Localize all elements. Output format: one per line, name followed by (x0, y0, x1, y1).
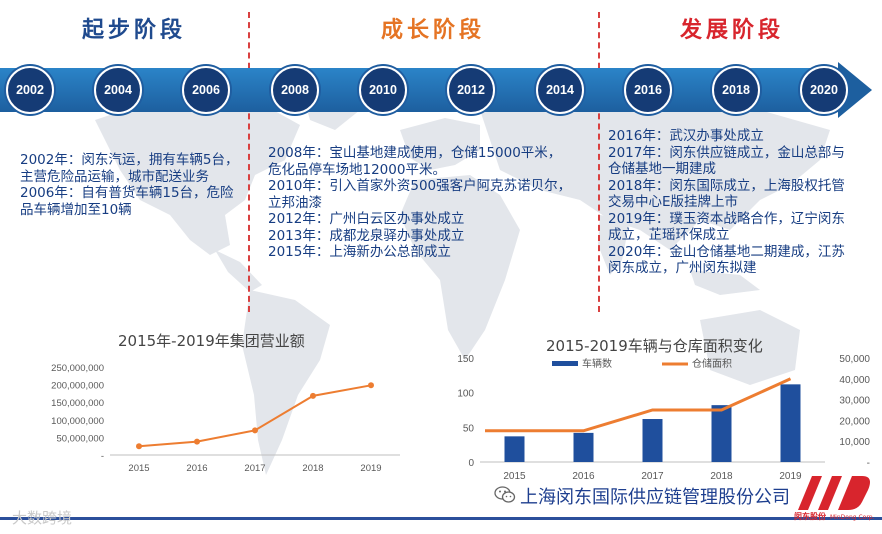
vehicle-bar (504, 436, 525, 462)
x-tick-label: 2017 (244, 463, 265, 474)
y-right-tick-label: 40,000 (839, 375, 870, 386)
milestone-line: 2008年：宝山基地建成使用，仓储15000平米， (268, 145, 562, 161)
phase-divider-2 (598, 12, 600, 312)
y-left-tick-label: 100 (457, 389, 474, 400)
timeline-year-2020: 2020 (800, 66, 848, 114)
x-tick-label: 2018 (302, 463, 323, 474)
x-tick-label: 2015 (128, 463, 149, 474)
vehicle-bar (711, 405, 732, 462)
milestone-line: 交易中心E版挂牌上市 (608, 194, 739, 210)
milestone-line: 2017年：闵东供应链成立，金山总部与 (608, 144, 845, 161)
phase-title-growth: 成长阶段 (380, 18, 485, 43)
company-name: 上海闵东国际供应链管理股份公司 (520, 487, 790, 508)
fleet-warehouse-chart-title: 2015-2019车辆与仓库面积变化 (546, 337, 763, 355)
y-tick-label: 200,000,000 (51, 381, 104, 392)
y-left-tick-label: 50 (463, 423, 475, 434)
logo-subtext: MinDong Corp. (830, 514, 875, 521)
x-tick-label: 2017 (641, 471, 664, 482)
timeline-year-2016: 2016 (624, 66, 672, 114)
x-tick-label: 2019 (779, 471, 802, 482)
timeline-year-2010: 2010 (359, 66, 407, 114)
legend-label-warehouse: 仓储面积 (692, 357, 732, 370)
x-tick-label: 2016 (572, 471, 595, 482)
x-tick-label: 2016 (186, 463, 207, 474)
milestone-line: 品车辆增加至10辆 (20, 201, 132, 218)
milestone-line: 2002年：闵东汽运，拥有车辆5台， (20, 152, 239, 168)
wechat-icon (494, 486, 516, 503)
vehicle-bar (642, 419, 663, 462)
milestone-line: 立邦油漆 (268, 194, 322, 211)
phase-development-description: 2016年：武汉办事处成立 2017年：闵东供应链成立，金山总部与 仓储基地一期… (608, 128, 845, 277)
legend-swatch-vehicles (552, 361, 578, 366)
milestone-line: 2018年：闵东国际成立，上海股权托管 (608, 177, 845, 194)
phase-divider-1 (248, 12, 250, 312)
timeline-year-2012: 2012 (447, 66, 495, 114)
x-tick-label: 2018 (710, 471, 733, 482)
timeline-year-2002: 2002 (6, 66, 54, 114)
revenue-point (368, 382, 374, 389)
vehicle-bar (780, 384, 801, 462)
y-right-tick-label: 10,000 (839, 437, 870, 448)
y-tick-label: 50,000,000 (56, 433, 104, 444)
footer-rule (0, 517, 882, 520)
milestone-line: 2012年：广州白云区办事处成立 (268, 211, 465, 227)
revenue-chart-title: 2015年-2019年集团营业额 (118, 332, 305, 350)
y-tick-label: 250,000,000 (51, 363, 104, 374)
milestone-line: 2016年：武汉办事处成立 (608, 128, 764, 144)
phase-title-development: 发展阶段 (679, 18, 784, 43)
y-tick-label: - (101, 451, 104, 462)
milestone-line: 2013年：成都龙泉驿办事处成立 (268, 227, 465, 244)
y-right-tick-label: - (867, 458, 870, 469)
y-right-tick-label: 30,000 (839, 396, 870, 407)
milestone-line: 2010年：引入首家外资500强客户阿克苏诺贝尔， (268, 178, 572, 194)
timeline-year-2006: 2006 (182, 66, 230, 114)
fleet-warehouse-combo-chart: 车辆数 仓储面积 0 50 100 150 - 10,000 20,000 30,000 40,00… (457, 354, 870, 482)
phase-startup-description: 2002年：闵东汽运，拥有车辆5台， 主营危险品运输，城市配送业务 2006年：… (20, 152, 238, 218)
milestone-line: 主营危险品运输，城市配送业务 (20, 168, 209, 185)
warehouse-area-line (485, 377, 792, 433)
x-tick-label: 2015 (503, 471, 526, 482)
y-left-tick-label: 0 (468, 458, 474, 469)
watermark-text: 大数跨境 (12, 509, 73, 527)
timeline-year-2004: 2004 (94, 66, 142, 114)
vehicle-bar (573, 432, 594, 462)
milestone-line: 危化品停车场地12000平米。 (268, 161, 446, 178)
y-tick-label: 150,000,000 (51, 398, 104, 409)
milestone-line: 2015年：上海新办公总部成立 (268, 244, 451, 260)
revenue-series-line (138, 384, 372, 448)
timeline-year-2018: 2018 (712, 66, 760, 114)
phase-title-startup: 起步阶段 (81, 18, 186, 43)
timeline-year-2008: 2008 (271, 66, 319, 114)
revenue-point (252, 427, 258, 434)
milestone-line: 2006年：自有普货车辆15台，危险 (20, 185, 234, 201)
revenue-line-chart: - 50,000,000 100,000,000 150,000,000 200,000… (51, 363, 400, 474)
mindong-logo-icon: 闵东股份 MinDong Corp. (794, 476, 875, 521)
milestone-line: 闵东成立，广州闵东拟建 (608, 260, 757, 276)
revenue-point (194, 438, 200, 445)
milestone-line: 成立，芷瑶环保成立 (608, 227, 730, 243)
timeline-year-2014: 2014 (536, 66, 584, 114)
y-tick-label: 100,000,000 (51, 416, 104, 427)
y-left-tick-label: 150 (457, 354, 474, 365)
milestone-line: 2020年：金山仓储基地二期建成，江苏 (608, 243, 845, 260)
revenue-point (310, 392, 316, 399)
x-tick-label: 2019 (360, 463, 381, 474)
legend-label-vehicles: 车辆数 (582, 357, 612, 370)
y-right-tick-label: 20,000 (839, 416, 870, 427)
y-right-tick-label: 50,000 (839, 354, 870, 365)
logo-text: 闵东股份 (794, 511, 827, 521)
phase-growth-description: 2008年：宝山基地建成使用，仓储15000平米， 危化品停车场地12000平米… (268, 145, 571, 261)
revenue-point (136, 443, 142, 450)
milestone-line: 仓储基地一期建成 (608, 161, 716, 177)
milestone-line: 2019年：璞玉资本战略合作，辽宁闵东 (608, 210, 845, 227)
